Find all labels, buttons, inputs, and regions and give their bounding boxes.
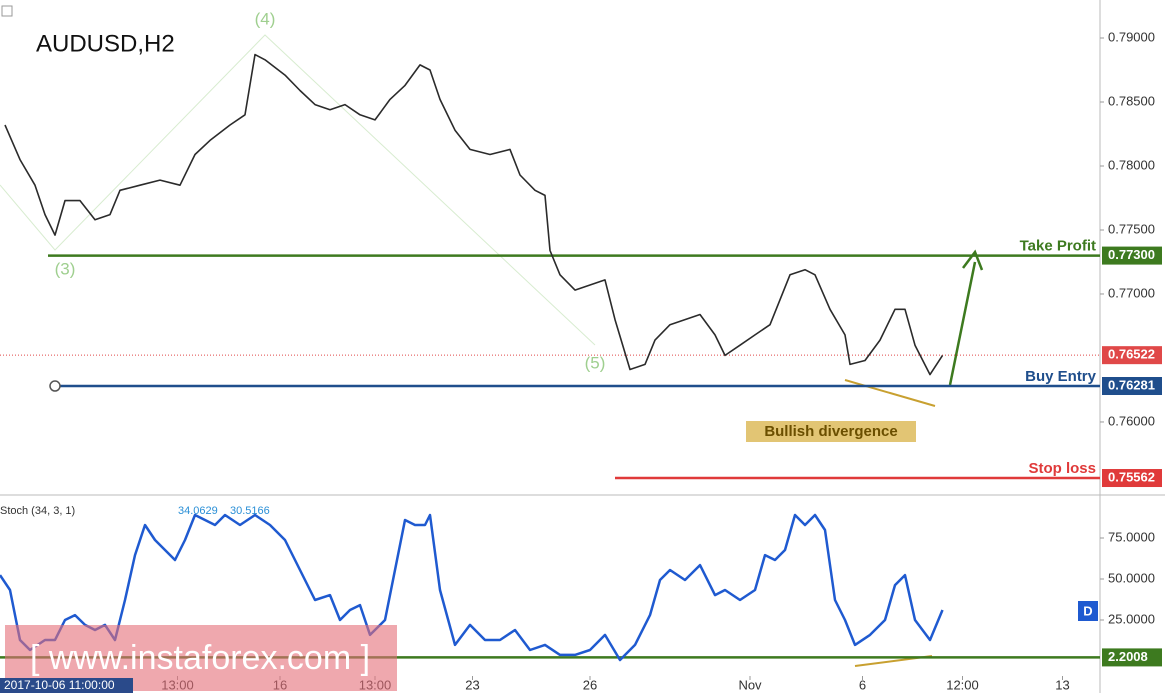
x-tick-label: 26 — [583, 677, 597, 692]
watermark: [ www.instaforex.com ] — [30, 639, 370, 677]
level-price-box — [1102, 377, 1162, 396]
level-price: 0.76281 — [1108, 377, 1155, 392]
y-tick-label: 0.78500 — [1108, 93, 1155, 108]
y-tick-label: 0.77500 — [1108, 221, 1155, 236]
level-name: Take Profit — [1020, 238, 1096, 255]
divergence-line — [844, 379, 936, 407]
y-tick-label: 0.76000 — [1108, 413, 1155, 428]
annotation-box — [746, 421, 916, 442]
x-tick-label: Nov — [738, 677, 762, 692]
y-tick-label: 75.0000 — [1108, 529, 1155, 544]
y-tick-label: 25.0000 — [1108, 611, 1155, 626]
series-line — [0, 513, 944, 662]
level-name: Buy Entry — [1025, 368, 1097, 385]
wave-zigzag — [0, 34, 596, 346]
level-name: Stop loss — [1028, 460, 1096, 477]
current-price-label: 0.76522 — [1108, 347, 1155, 362]
badge[interactable]: D — [1083, 603, 1092, 618]
x-tick-label: 12:00 — [946, 677, 979, 692]
level-price-box — [1102, 246, 1162, 265]
x-tick-label: 13 — [1055, 677, 1069, 692]
x-tick-label: 23 — [465, 677, 479, 692]
x-tick-label: 6 — [859, 677, 866, 692]
series-line — [4, 53, 944, 376]
crosshair-time: 2017-10-06 11:00:00 — [4, 678, 115, 692]
target-arrow-head — [962, 249, 984, 271]
collapse-icon[interactable] — [1, 5, 13, 17]
level-price-box — [1102, 648, 1162, 667]
y-tick-label: 0.77000 — [1108, 285, 1155, 300]
crosshair-time-box — [0, 678, 133, 693]
level-handle — [49, 380, 61, 392]
wave-label: (4) — [255, 9, 276, 28]
level-price: 2.2008 — [1108, 649, 1148, 664]
wave-label: (3) — [55, 259, 76, 278]
wave-label: (5) — [585, 353, 606, 372]
indicator-title: Stoch (34, 3, 1) — [0, 505, 75, 517]
target-arrow — [948, 261, 977, 386]
level-price: 0.77300 — [1108, 247, 1155, 262]
indicator-reading: 34.0629 — [178, 505, 218, 517]
y-tick-label: 0.78000 — [1108, 157, 1155, 172]
y-tick-label: 0.79000 — [1108, 29, 1155, 44]
level-price-box — [1102, 469, 1162, 488]
current-price-box — [1102, 346, 1162, 365]
indicator-reading: 30.5166 — [230, 505, 270, 517]
y-tick-label: 50.0000 — [1108, 570, 1155, 585]
annotation: Bullish divergence — [764, 423, 897, 440]
badge-box[interactable] — [1078, 601, 1098, 621]
level-price: 0.75562 — [1108, 469, 1155, 484]
chart-title: AUDUSD,H2 — [36, 30, 175, 57]
